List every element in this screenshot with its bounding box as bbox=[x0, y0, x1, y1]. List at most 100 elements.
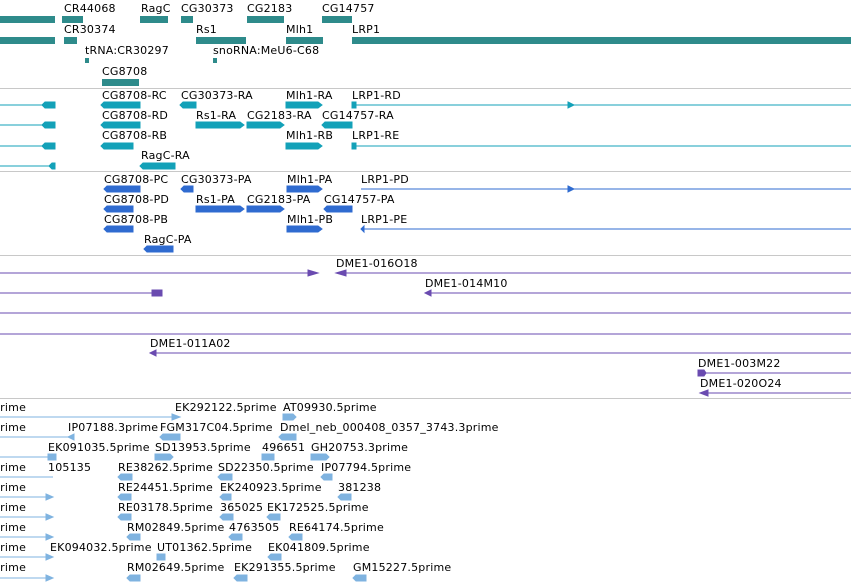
transcript-feature[interactable] bbox=[567, 101, 576, 109]
est-feature[interactable] bbox=[288, 533, 303, 541]
est-feature[interactable] bbox=[47, 453, 57, 461]
protein-feature[interactable] bbox=[180, 185, 194, 193]
transcript-feature[interactable] bbox=[195, 121, 245, 129]
est-feature[interactable] bbox=[126, 574, 141, 582]
est-feature[interactable] bbox=[261, 453, 275, 461]
est-feature[interactable] bbox=[310, 453, 330, 461]
feature-label: CG2183-RA bbox=[247, 109, 312, 122]
feature-label: LRP1-RD bbox=[352, 89, 401, 102]
clone-feature[interactable] bbox=[334, 269, 347, 277]
est-feature[interactable] bbox=[45, 574, 55, 582]
transcript-feature[interactable] bbox=[351, 101, 357, 109]
est-feature[interactable] bbox=[228, 533, 243, 541]
est-feature[interactable] bbox=[352, 574, 367, 582]
gene-feature[interactable] bbox=[247, 16, 284, 23]
protein-feature[interactable] bbox=[323, 205, 353, 213]
protein-feature[interactable] bbox=[143, 245, 174, 253]
transcript-feature[interactable] bbox=[179, 101, 197, 109]
gene-feature[interactable] bbox=[62, 16, 83, 23]
feature-label: prime bbox=[0, 461, 27, 474]
transcript-feature[interactable] bbox=[351, 142, 357, 150]
est-feature[interactable] bbox=[45, 493, 55, 501]
feature-label: UT01362.5prime bbox=[157, 541, 253, 554]
est-feature[interactable] bbox=[117, 493, 132, 501]
track-separator bbox=[0, 398, 851, 399]
feature-label: EK041809.5prime bbox=[268, 541, 370, 554]
transcript-feature[interactable] bbox=[321, 121, 353, 129]
est-feature[interactable] bbox=[267, 553, 282, 561]
protein-feature[interactable] bbox=[103, 225, 134, 233]
feature-label: Mlh1-PA bbox=[287, 173, 333, 186]
feature-label: CG14757-RA bbox=[322, 109, 394, 122]
transcript-feature[interactable] bbox=[285, 142, 323, 150]
gene-feature[interactable] bbox=[322, 16, 352, 23]
feature-label: DME1-011A02 bbox=[150, 337, 231, 350]
clone-feature[interactable] bbox=[151, 289, 163, 297]
clone-feature[interactable] bbox=[423, 289, 432, 297]
protein-feature[interactable] bbox=[286, 185, 323, 193]
transcript-feature[interactable] bbox=[100, 121, 141, 129]
est-feature[interactable] bbox=[320, 473, 333, 481]
est-feature[interactable] bbox=[337, 493, 352, 501]
transcript-feature[interactable] bbox=[41, 101, 56, 109]
est-feature[interactable] bbox=[126, 533, 141, 541]
est-feature[interactable] bbox=[266, 513, 281, 521]
transcript-feature[interactable] bbox=[139, 162, 176, 170]
protein-feature[interactable] bbox=[103, 205, 134, 213]
feature-label: prime bbox=[0, 561, 27, 574]
transcript-feature[interactable] bbox=[246, 121, 285, 129]
est-feature[interactable] bbox=[154, 453, 174, 461]
feature-label: prime bbox=[0, 501, 27, 514]
feature-label: 496651 bbox=[262, 441, 306, 454]
clone-feature[interactable] bbox=[697, 369, 707, 377]
transcript-feature[interactable] bbox=[48, 162, 56, 170]
est-feature[interactable] bbox=[159, 433, 181, 441]
est-feature[interactable] bbox=[219, 513, 234, 521]
feature-label: DME1-020O24 bbox=[700, 377, 782, 390]
protein-feature[interactable] bbox=[286, 225, 323, 233]
clone-feature[interactable] bbox=[698, 389, 709, 397]
transcript-feature[interactable] bbox=[285, 101, 323, 109]
gene-feature[interactable] bbox=[181, 16, 193, 23]
gene-feature[interactable] bbox=[286, 37, 323, 44]
transcript-feature[interactable] bbox=[100, 101, 141, 109]
est-feature[interactable] bbox=[171, 413, 182, 421]
gene-feature[interactable] bbox=[140, 16, 168, 23]
est-feature[interactable] bbox=[219, 493, 232, 501]
est-feature[interactable] bbox=[156, 553, 166, 561]
protein-feature[interactable] bbox=[246, 205, 285, 213]
transcript-feature[interactable] bbox=[100, 142, 134, 150]
feature-label: CG8708-PB bbox=[104, 213, 169, 226]
small-feature-marker[interactable] bbox=[213, 58, 217, 63]
feature-label: 4763505 bbox=[229, 521, 280, 534]
est-feature[interactable] bbox=[66, 433, 75, 441]
feature-label: CG8708-PD bbox=[104, 193, 170, 206]
est-feature[interactable] bbox=[282, 413, 297, 421]
protein-feature[interactable] bbox=[103, 185, 141, 193]
est-feature[interactable] bbox=[117, 513, 132, 521]
protein-feature[interactable] bbox=[360, 224, 365, 234]
gene-feature[interactable] bbox=[352, 37, 851, 44]
protein-feature[interactable] bbox=[567, 185, 576, 193]
est-feature[interactable] bbox=[45, 533, 55, 541]
transcript-feature[interactable] bbox=[41, 121, 56, 129]
small-feature-marker[interactable] bbox=[85, 58, 89, 63]
gene-feature[interactable] bbox=[102, 79, 139, 86]
clone-feature[interactable] bbox=[307, 269, 320, 277]
gene-feature[interactable] bbox=[0, 16, 55, 23]
est-feature[interactable] bbox=[217, 473, 233, 481]
est-feature[interactable] bbox=[278, 433, 297, 441]
feature-label: 381238 bbox=[338, 481, 382, 494]
transcript-glyphs bbox=[0, 101, 851, 170]
gene-feature[interactable] bbox=[196, 37, 246, 44]
feature-label: Mlh1 bbox=[286, 23, 314, 36]
protein-feature[interactable] bbox=[195, 205, 245, 213]
gene-feature[interactable] bbox=[64, 37, 77, 44]
clone-feature[interactable] bbox=[148, 349, 157, 357]
est-feature[interactable] bbox=[45, 513, 55, 521]
gene-feature[interactable] bbox=[0, 37, 55, 44]
est-feature[interactable] bbox=[233, 574, 248, 582]
est-feature[interactable] bbox=[45, 553, 55, 561]
est-feature[interactable] bbox=[117, 473, 133, 481]
transcript-feature[interactable] bbox=[41, 142, 56, 150]
